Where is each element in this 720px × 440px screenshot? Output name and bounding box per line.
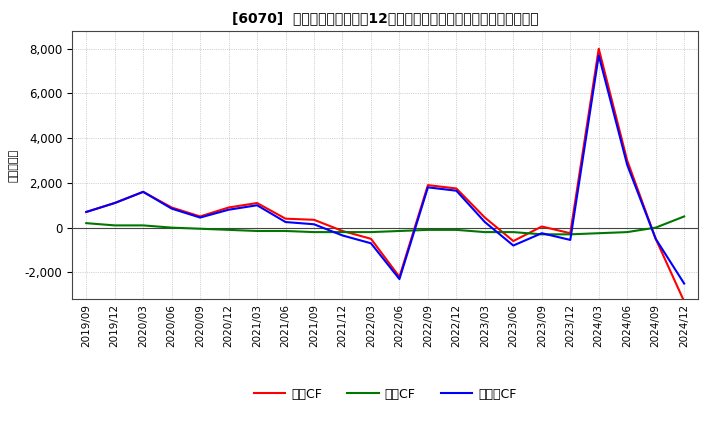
投資CF bbox=[566, 232, 575, 237]
Line: 営業CF: 営業CF bbox=[86, 49, 684, 301]
フリーCF bbox=[139, 189, 148, 194]
フリーCF bbox=[680, 281, 688, 286]
営業CF bbox=[395, 274, 404, 279]
投資CF bbox=[110, 223, 119, 228]
投資CF bbox=[338, 230, 347, 235]
営業CF bbox=[509, 238, 518, 244]
投資CF bbox=[480, 230, 489, 235]
営業CF bbox=[480, 215, 489, 220]
投資CF bbox=[196, 226, 204, 231]
フリーCF bbox=[480, 220, 489, 225]
Legend: 営業CF, 投資CF, フリーCF: 営業CF, 投資CF, フリーCF bbox=[249, 383, 521, 406]
フリーCF bbox=[537, 231, 546, 236]
営業CF bbox=[595, 46, 603, 51]
営業CF bbox=[366, 236, 375, 242]
投資CF bbox=[366, 230, 375, 235]
フリーCF bbox=[366, 241, 375, 246]
投資CF bbox=[452, 227, 461, 232]
営業CF bbox=[652, 236, 660, 242]
フリーCF bbox=[253, 202, 261, 208]
フリーCF bbox=[338, 233, 347, 238]
営業CF bbox=[225, 205, 233, 210]
営業CF bbox=[338, 228, 347, 234]
Title: [6070]  キャッシュフローの12か月移動合計の対前年同期増減額の推移: [6070] キャッシュフローの12か月移動合計の対前年同期増減額の推移 bbox=[232, 11, 539, 26]
投資CF bbox=[680, 214, 688, 219]
Y-axis label: （百万円）: （百万円） bbox=[9, 148, 19, 182]
フリーCF bbox=[509, 243, 518, 248]
投資CF bbox=[595, 231, 603, 236]
フリーCF bbox=[110, 200, 119, 205]
投資CF bbox=[623, 230, 631, 235]
投資CF bbox=[282, 228, 290, 234]
フリーCF bbox=[310, 222, 318, 227]
投資CF bbox=[82, 220, 91, 226]
営業CF bbox=[110, 200, 119, 205]
Line: フリーCF: フリーCF bbox=[86, 55, 684, 283]
投資CF bbox=[167, 225, 176, 230]
営業CF bbox=[423, 183, 432, 188]
営業CF bbox=[82, 209, 91, 215]
営業CF bbox=[452, 186, 461, 191]
投資CF bbox=[253, 228, 261, 234]
投資CF bbox=[423, 227, 432, 232]
投資CF bbox=[509, 230, 518, 235]
投資CF bbox=[225, 227, 233, 232]
営業CF bbox=[196, 214, 204, 219]
営業CF bbox=[623, 158, 631, 163]
営業CF bbox=[537, 224, 546, 229]
フリーCF bbox=[566, 237, 575, 242]
投資CF bbox=[537, 232, 546, 237]
投資CF bbox=[395, 228, 404, 234]
投資CF bbox=[139, 223, 148, 228]
フリーCF bbox=[595, 53, 603, 58]
フリーCF bbox=[167, 206, 176, 211]
Line: 投資CF: 投資CF bbox=[86, 216, 684, 235]
投資CF bbox=[652, 225, 660, 230]
フリーCF bbox=[196, 215, 204, 220]
営業CF bbox=[310, 217, 318, 223]
フリーCF bbox=[623, 162, 631, 168]
フリーCF bbox=[82, 209, 91, 215]
営業CF bbox=[566, 231, 575, 236]
フリーCF bbox=[423, 185, 432, 190]
営業CF bbox=[253, 200, 261, 205]
フリーCF bbox=[282, 220, 290, 225]
投資CF bbox=[310, 230, 318, 235]
営業CF bbox=[139, 189, 148, 194]
フリーCF bbox=[225, 207, 233, 213]
営業CF bbox=[167, 205, 176, 210]
営業CF bbox=[282, 216, 290, 221]
フリーCF bbox=[452, 188, 461, 193]
営業CF bbox=[680, 299, 688, 304]
フリーCF bbox=[395, 276, 404, 282]
フリーCF bbox=[652, 236, 660, 242]
